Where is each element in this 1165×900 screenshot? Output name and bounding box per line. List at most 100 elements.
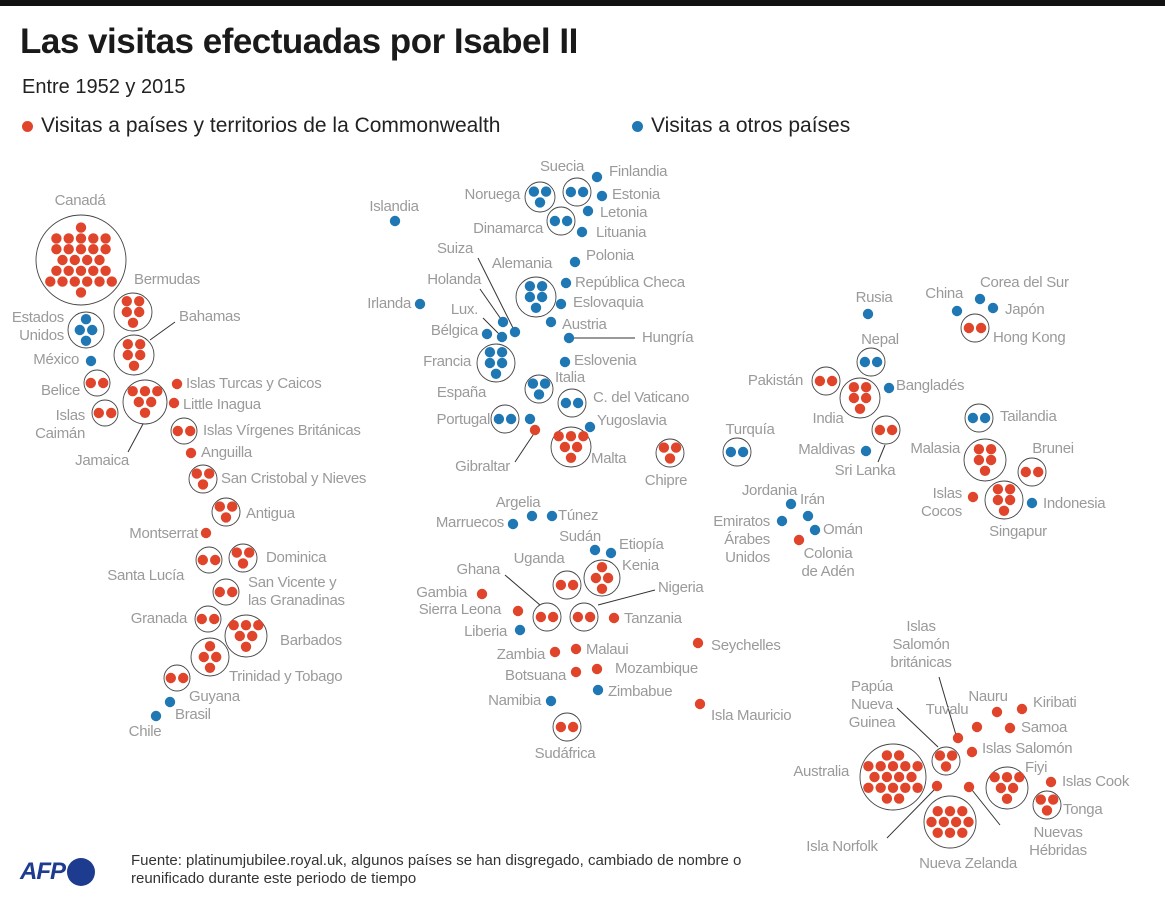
country-label: México bbox=[33, 351, 79, 368]
visit-dot bbox=[496, 357, 508, 369]
visit-dot bbox=[57, 276, 68, 287]
visit-dot bbox=[991, 706, 1003, 718]
country-label: Nigeria bbox=[658, 579, 704, 596]
visit-dot bbox=[1004, 722, 1016, 734]
visit-dot bbox=[985, 444, 997, 455]
country-islas-salomon-britanicas bbox=[938, 676, 964, 744]
country-label: Alemania bbox=[491, 255, 553, 272]
country-label: Gibraltar bbox=[455, 458, 510, 475]
country-label: Australia bbox=[793, 763, 849, 780]
country-label: Marruecos bbox=[435, 514, 504, 531]
country-label: Zimbabue bbox=[608, 683, 673, 700]
country-label: Eslovaquia bbox=[573, 294, 644, 311]
visit-dot bbox=[570, 643, 582, 655]
visit-dot bbox=[987, 302, 999, 314]
country-hungria bbox=[563, 332, 635, 344]
visit-dot bbox=[966, 746, 978, 758]
country-islas-virgenes-britanicas bbox=[170, 417, 198, 445]
country-label: Finlandia bbox=[609, 163, 668, 180]
country-circle bbox=[490, 404, 520, 434]
visit-dot bbox=[197, 554, 208, 566]
country-circle bbox=[871, 415, 901, 445]
visit-dot bbox=[1041, 805, 1053, 816]
country-republica-checa bbox=[560, 277, 572, 289]
country-label: Montserrat bbox=[129, 525, 198, 542]
visit-dot bbox=[887, 782, 899, 793]
visit-dot bbox=[591, 663, 603, 675]
country-circle bbox=[195, 546, 223, 574]
country-colonia-de-aden bbox=[793, 534, 805, 546]
country-label: Botsuana bbox=[505, 667, 566, 684]
visit-dot bbox=[963, 816, 974, 828]
country-rusia bbox=[862, 308, 874, 320]
country-label: Ghana bbox=[456, 561, 500, 578]
visit-dot bbox=[973, 444, 985, 455]
country-nueva-zelanda bbox=[923, 795, 977, 849]
country-circle bbox=[931, 746, 961, 776]
country-label: Hungría bbox=[642, 329, 694, 346]
leader-line bbox=[127, 423, 144, 453]
visit-dot bbox=[571, 441, 583, 453]
legend-commonwealth: Visitas a países y territorios de la Com… bbox=[22, 114, 500, 138]
country-label: Namibia bbox=[488, 692, 541, 709]
visit-dot bbox=[567, 579, 579, 591]
country-lituania bbox=[576, 226, 588, 238]
country-sri-lanka bbox=[871, 415, 901, 463]
country-suiza bbox=[477, 257, 521, 338]
visit-dot bbox=[596, 583, 608, 594]
visit-dot bbox=[198, 651, 209, 663]
visit-dot bbox=[69, 276, 81, 287]
visit-dot bbox=[191, 468, 202, 479]
leader-line bbox=[886, 788, 936, 839]
country-label: Italia bbox=[555, 369, 585, 386]
country-gibraltar bbox=[514, 424, 541, 463]
visit-dot bbox=[737, 446, 749, 458]
country-china bbox=[951, 305, 963, 317]
visit-dot bbox=[596, 190, 608, 202]
visit-dot bbox=[957, 827, 968, 838]
country-fiyi bbox=[985, 766, 1029, 810]
country-label: Canadá bbox=[54, 192, 106, 209]
leader-line bbox=[514, 431, 536, 463]
country-dinamarca bbox=[546, 206, 576, 236]
country-belgica bbox=[481, 328, 493, 340]
country-letonia bbox=[582, 205, 594, 217]
country-circle bbox=[655, 438, 685, 468]
visit-dot bbox=[893, 771, 905, 783]
visit-dot bbox=[592, 684, 604, 696]
country-circle bbox=[188, 464, 218, 494]
legend-other: Visitas a otros países bbox=[632, 114, 850, 138]
visit-dot bbox=[496, 331, 508, 343]
country-islas-cocos bbox=[967, 491, 979, 503]
visit-dot bbox=[150, 710, 162, 722]
country-label: Islas Salomón bbox=[982, 740, 1073, 757]
country-circle bbox=[562, 177, 592, 207]
visit-dot bbox=[227, 501, 238, 512]
country-singapur bbox=[984, 480, 1024, 520]
country-uganda bbox=[552, 570, 582, 600]
visit-dot bbox=[231, 547, 242, 558]
page-title: Las visitas efectuadas por Isabel II bbox=[20, 22, 578, 61]
country-seychelles bbox=[692, 637, 704, 649]
country-label: Islas Caimán bbox=[35, 407, 85, 442]
country-ghana bbox=[504, 574, 562, 632]
leader-line bbox=[504, 574, 541, 606]
leader-line bbox=[482, 317, 501, 336]
country-label: Irán bbox=[800, 491, 825, 508]
leader-line bbox=[479, 288, 504, 323]
country-label: Malta bbox=[591, 450, 627, 467]
visit-dot bbox=[87, 324, 98, 336]
country-tanzania bbox=[608, 612, 620, 624]
country-portugal bbox=[490, 404, 520, 434]
visit-dot bbox=[63, 244, 74, 255]
country-label: Portugal bbox=[436, 411, 491, 428]
country-trinidad-y-tobago bbox=[190, 637, 230, 677]
visit-dot bbox=[533, 389, 545, 400]
country-label: Liberia bbox=[464, 623, 507, 640]
country-label: Argelia bbox=[495, 494, 541, 511]
other-dot-icon bbox=[632, 120, 643, 132]
country-circle bbox=[113, 292, 153, 332]
visit-dot bbox=[992, 484, 1004, 495]
country-polonia bbox=[569, 256, 581, 268]
visit-dot bbox=[51, 244, 62, 255]
